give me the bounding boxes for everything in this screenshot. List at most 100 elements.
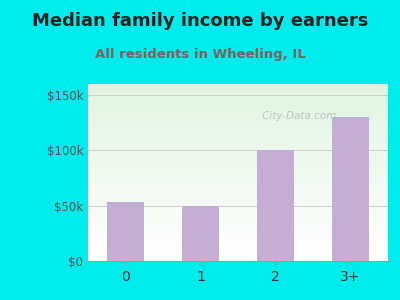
Bar <box>88 123 388 125</box>
Bar <box>88 84 388 86</box>
Bar <box>88 220 388 222</box>
Bar <box>88 185 388 187</box>
Bar <box>88 142 388 144</box>
Bar <box>88 134 388 135</box>
Bar <box>88 160 388 162</box>
Bar <box>88 231 388 233</box>
Bar <box>88 235 388 236</box>
Bar <box>88 109 388 110</box>
Bar <box>107 202 144 261</box>
Bar <box>88 121 388 123</box>
Bar <box>88 176 388 178</box>
Bar <box>88 112 388 114</box>
Bar <box>88 222 388 224</box>
Bar <box>88 229 388 231</box>
Bar <box>88 202 388 204</box>
Bar <box>88 218 388 220</box>
Bar <box>88 215 388 217</box>
Bar <box>88 183 388 185</box>
Bar <box>88 100 388 102</box>
Bar <box>88 206 388 208</box>
Bar <box>88 188 388 190</box>
Bar <box>88 245 388 247</box>
Bar <box>88 139 388 141</box>
Bar <box>88 180 388 181</box>
Bar <box>88 114 388 116</box>
Bar <box>88 217 388 218</box>
Bar <box>88 227 388 229</box>
Bar <box>88 141 388 142</box>
Bar <box>88 148 388 149</box>
Bar <box>88 212 388 213</box>
Bar <box>88 249 388 250</box>
Bar <box>88 233 388 235</box>
Text: City-Data.com: City-Data.com <box>259 111 337 121</box>
Bar <box>88 164 388 165</box>
Bar <box>88 204 388 206</box>
Bar <box>88 132 388 134</box>
Bar <box>88 110 388 112</box>
Bar <box>88 254 388 256</box>
Bar <box>88 190 388 192</box>
Bar <box>88 128 388 130</box>
Bar <box>88 256 388 257</box>
Bar <box>88 155 388 157</box>
Bar <box>88 187 388 188</box>
Bar <box>88 102 388 103</box>
Bar <box>88 226 388 227</box>
Bar <box>88 210 388 212</box>
Bar <box>88 197 388 199</box>
Bar <box>88 118 388 119</box>
Bar <box>88 208 388 210</box>
Bar <box>88 130 388 132</box>
Bar <box>88 135 388 137</box>
Bar <box>88 151 388 153</box>
Bar <box>88 201 388 203</box>
Bar <box>88 247 388 249</box>
Bar <box>88 162 388 164</box>
Bar <box>88 236 388 238</box>
Bar <box>88 257 388 259</box>
Bar <box>88 171 388 172</box>
Bar <box>88 199 388 201</box>
Bar <box>88 194 388 196</box>
Bar <box>88 167 388 169</box>
Text: Median family income by earners: Median family income by earners <box>32 12 368 30</box>
Bar <box>88 98 388 100</box>
Bar <box>88 213 388 215</box>
Bar <box>88 240 388 242</box>
Text: All residents in Wheeling, IL: All residents in Wheeling, IL <box>95 48 305 61</box>
Bar <box>88 157 388 158</box>
Bar <box>88 196 388 197</box>
Bar <box>88 169 388 171</box>
Bar <box>88 119 388 121</box>
Bar <box>88 146 388 148</box>
Bar <box>88 86 388 88</box>
Bar <box>88 250 388 252</box>
Bar <box>182 206 219 261</box>
Bar <box>88 127 388 128</box>
Bar <box>88 105 388 107</box>
Bar <box>88 125 388 127</box>
Bar <box>88 158 388 160</box>
Bar <box>88 165 388 167</box>
Bar <box>88 137 388 139</box>
Bar <box>88 172 388 174</box>
Bar <box>88 96 388 98</box>
Bar <box>88 252 388 254</box>
Bar <box>88 89 388 91</box>
Bar <box>257 150 294 261</box>
Bar <box>88 91 388 93</box>
Bar <box>88 103 388 105</box>
Bar <box>88 181 388 183</box>
Bar <box>88 178 388 180</box>
Bar <box>88 149 388 151</box>
Bar <box>88 144 388 146</box>
Bar <box>88 224 388 226</box>
Bar <box>88 153 388 155</box>
Bar <box>88 238 388 240</box>
Bar <box>332 117 369 261</box>
Bar <box>88 88 388 89</box>
Bar <box>88 93 388 94</box>
Bar <box>88 259 388 261</box>
